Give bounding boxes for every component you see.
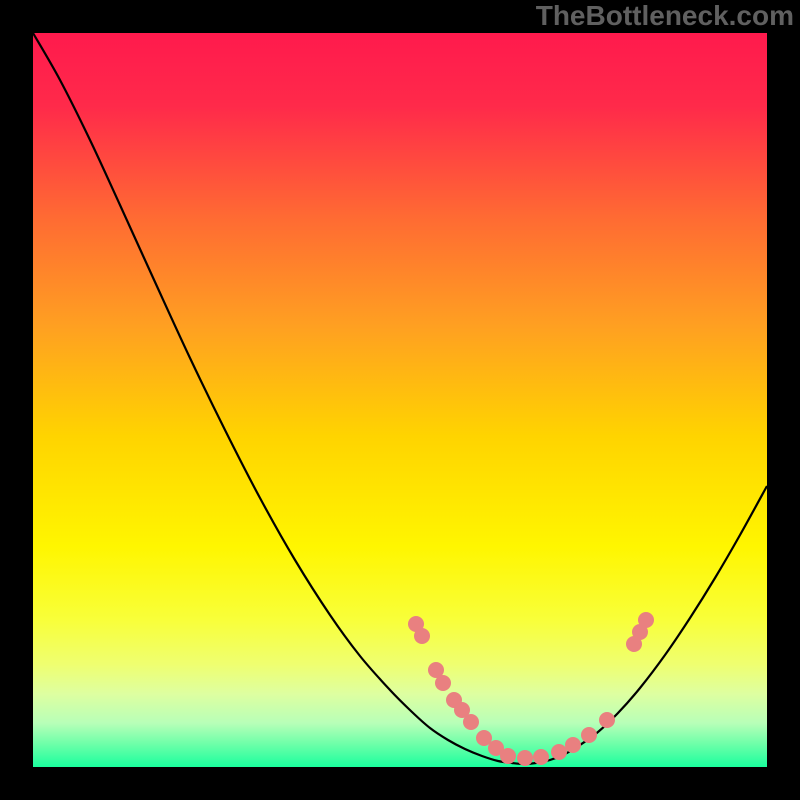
chart-container: TheBottleneck.com: [0, 0, 800, 800]
data-marker: [599, 712, 615, 728]
data-marker: [435, 675, 451, 691]
data-marker: [517, 750, 533, 766]
bottleneck-curve: [33, 33, 767, 764]
data-marker: [551, 744, 567, 760]
data-marker: [565, 737, 581, 753]
data-marker: [414, 628, 430, 644]
attribution-label: TheBottleneck.com: [536, 0, 794, 32]
curve-layer: [0, 0, 800, 800]
marker-group: [408, 612, 654, 766]
data-marker: [533, 749, 549, 765]
data-marker: [581, 727, 597, 743]
data-marker: [463, 714, 479, 730]
data-marker: [500, 748, 516, 764]
data-marker: [638, 612, 654, 628]
